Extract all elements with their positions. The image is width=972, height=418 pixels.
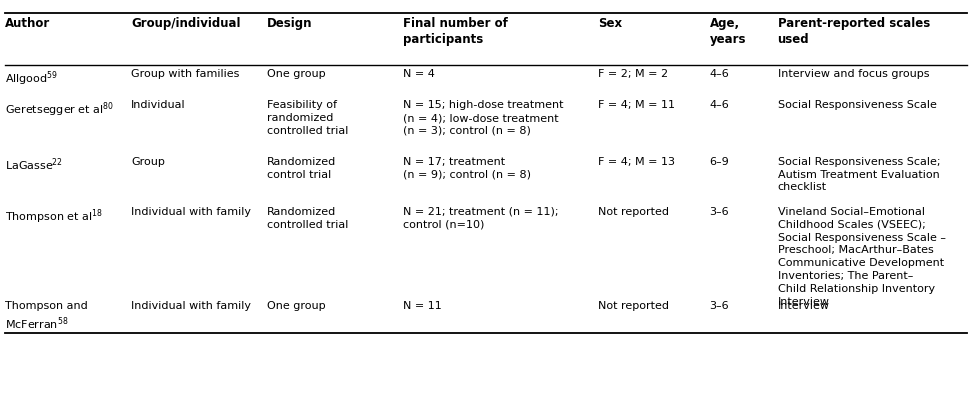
Text: F = 2; M = 2: F = 2; M = 2 xyxy=(598,69,668,79)
Text: Individual with family: Individual with family xyxy=(131,207,251,217)
Text: 4–6: 4–6 xyxy=(710,69,729,79)
Text: 6–9: 6–9 xyxy=(710,157,729,167)
Text: Group/individual: Group/individual xyxy=(131,17,241,30)
Text: Author: Author xyxy=(5,17,51,30)
Text: Randomized
controlled trial: Randomized controlled trial xyxy=(267,207,349,230)
Text: Age,
years: Age, years xyxy=(710,17,746,46)
Text: Vineland Social–Emotional
Childhood Scales (VSEEC);
Social Responsiveness Scale : Vineland Social–Emotional Childhood Scal… xyxy=(778,207,946,306)
Text: Social Responsiveness Scale: Social Responsiveness Scale xyxy=(778,100,936,110)
Text: N = 11: N = 11 xyxy=(403,301,442,311)
Text: Parent-reported scales
used: Parent-reported scales used xyxy=(778,17,930,46)
Text: Interview: Interview xyxy=(778,301,829,311)
Text: 3–6: 3–6 xyxy=(710,301,729,311)
Text: 4–6: 4–6 xyxy=(710,100,729,110)
Text: Allgood$^{59}$: Allgood$^{59}$ xyxy=(5,69,57,87)
Text: Geretsegger et al$^{80}$: Geretsegger et al$^{80}$ xyxy=(5,100,114,119)
Text: N = 4: N = 4 xyxy=(403,69,435,79)
Text: Thompson et al$^{18}$: Thompson et al$^{18}$ xyxy=(5,207,103,225)
Text: N = 15; high-dose treatment
(n = 4); low-dose treatment
(n = 3); control (n = 8): N = 15; high-dose treatment (n = 4); low… xyxy=(403,100,564,136)
Text: Thompson and
McFerran$^{58}$: Thompson and McFerran$^{58}$ xyxy=(5,301,87,332)
Text: Randomized
control trial: Randomized control trial xyxy=(267,157,336,180)
Text: Group with families: Group with families xyxy=(131,69,239,79)
Text: One group: One group xyxy=(267,69,326,79)
Text: Interview and focus groups: Interview and focus groups xyxy=(778,69,929,79)
Text: Individual: Individual xyxy=(131,100,186,110)
Text: Sex: Sex xyxy=(598,17,622,30)
Text: Social Responsiveness Scale;
Autism Treatment Evaluation
checklist: Social Responsiveness Scale; Autism Trea… xyxy=(778,157,940,192)
Text: Design: Design xyxy=(267,17,313,30)
Text: N = 17; treatment
(n = 9); control (n = 8): N = 17; treatment (n = 9); control (n = … xyxy=(403,157,532,180)
Text: Group: Group xyxy=(131,157,165,167)
Text: F = 4; M = 11: F = 4; M = 11 xyxy=(598,100,675,110)
Text: One group: One group xyxy=(267,301,326,311)
Text: LaGasse$^{22}$: LaGasse$^{22}$ xyxy=(5,157,63,173)
Text: N = 21; treatment (n = 11);
control (n=10): N = 21; treatment (n = 11); control (n=1… xyxy=(403,207,559,230)
Text: 3–6: 3–6 xyxy=(710,207,729,217)
Text: F = 4; M = 13: F = 4; M = 13 xyxy=(598,157,675,167)
Text: Feasibility of
randomized
controlled trial: Feasibility of randomized controlled tri… xyxy=(267,100,349,136)
Text: Individual with family: Individual with family xyxy=(131,301,251,311)
Text: Final number of
participants: Final number of participants xyxy=(403,17,508,46)
Text: Not reported: Not reported xyxy=(598,207,669,217)
Text: Not reported: Not reported xyxy=(598,301,669,311)
